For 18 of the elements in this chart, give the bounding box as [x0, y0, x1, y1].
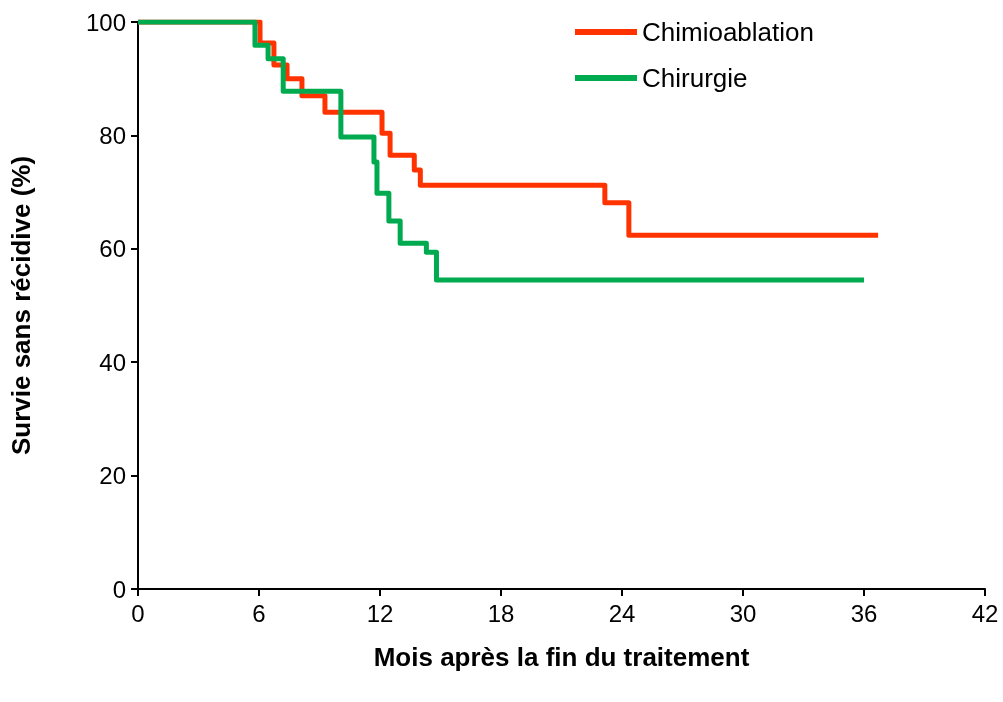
x-axis-title: Mois après la fin du traitement [373, 642, 750, 672]
x-tick-label: 6 [252, 599, 266, 627]
x-tick-label: 12 [366, 599, 394, 627]
y-tick-label: 100 [85, 8, 126, 36]
y-tick-label: 0 [112, 575, 126, 603]
y-tick-label: 40 [99, 348, 126, 376]
legend-label: Chimioablation [642, 17, 814, 47]
x-tick-label: 36 [850, 599, 878, 627]
x-tick-label: 0 [131, 599, 145, 627]
legend-label: Chirurgie [642, 63, 748, 93]
y-tick-label: 60 [99, 235, 126, 263]
y-tick-label: 20 [99, 462, 126, 490]
x-tick-label: 18 [487, 599, 515, 627]
x-tick-label: 30 [729, 599, 757, 627]
x-tick-label: 24 [608, 599, 636, 627]
x-tick-label: 42 [971, 599, 999, 627]
y-axis-title: Survie sans récidive (%) [6, 155, 36, 456]
y-tick-label: 80 [99, 121, 126, 149]
